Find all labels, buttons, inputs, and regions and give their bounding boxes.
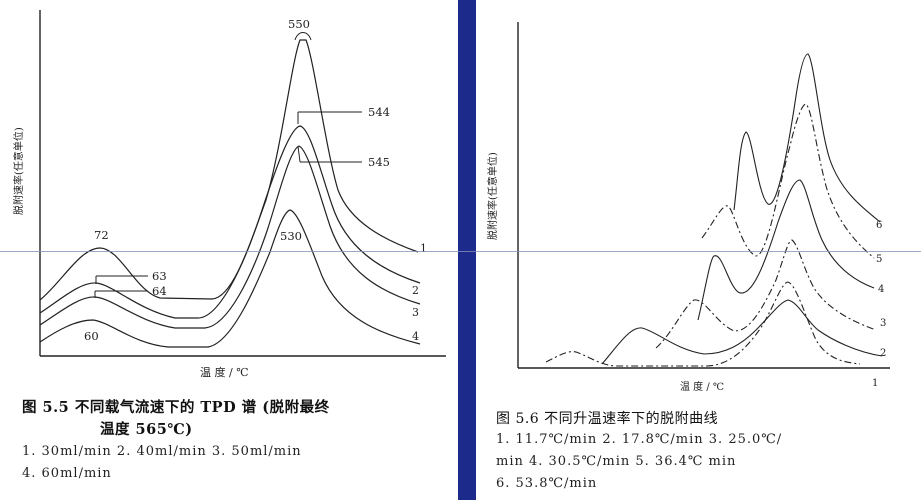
right-curve-3	[655, 239, 877, 349]
left-figure-panel: 脱附速率(任意单位) 550 544 545 530 72 63 64 60 1…	[0, 0, 458, 500]
left-peak-label-545: 545	[368, 155, 390, 169]
left-peak-label-72: 72	[94, 228, 109, 242]
right-curve-number-5: 5	[876, 254, 882, 265]
right-curve-4	[697, 179, 875, 321]
left-leader-545-tick	[297, 145, 301, 163]
left-curve-2	[39, 125, 421, 319]
right-chart: 脱附速率(任意单位) 1 2 3 4 5 6 温 度 / ℃	[486, 22, 890, 393]
left-curve-number-1: 1	[420, 242, 427, 255]
left-legend-line2: 4. 60ml/min	[22, 466, 112, 481]
right-figure-panel: 脱附速率(任意单位) 1 2 3 4 5 6 温 度 / ℃ 图 5.6 不同升…	[476, 0, 921, 500]
right-curve-1	[545, 281, 861, 367]
left-curve-number-4: 4	[412, 330, 419, 343]
right-legend-line2: min 4. 30.5℃/min 5. 36.4℃ min	[496, 454, 737, 469]
left-curve-1	[39, 39, 419, 301]
slide-guide-line	[0, 251, 921, 252]
right-curve-number-2: 2	[880, 348, 886, 359]
left-peak-label-63: 63	[152, 269, 167, 283]
right-caption-title: 图 5.6 不同升温速率下的脱附曲线	[496, 411, 719, 427]
left-chart: 脱附速率(任意单位) 550 544 545 530 72 63 64 60 1…	[12, 10, 446, 379]
right-legend-line3: 6. 53.8℃/min	[496, 476, 598, 491]
right-curve-2	[601, 299, 883, 365]
right-x-axis-label: 温 度 / ℃	[680, 380, 724, 393]
left-peak-marker-550	[294, 32, 312, 41]
left-caption-title: 图 5.5 不同载气流速下的 TPD 谱 (脱附最终	[22, 399, 330, 416]
left-legend-line1: 1. 30ml/min 2. 40ml/min 3. 50ml/min	[22, 444, 302, 459]
right-curve-number-4: 4	[878, 284, 884, 295]
left-curve-3	[39, 145, 421, 329]
right-curve-number-1: 1	[872, 378, 878, 389]
left-curve-number-2: 2	[412, 284, 419, 297]
left-peak-label-544: 544	[368, 105, 390, 119]
right-curve-5	[701, 103, 875, 259]
left-peak-label-60: 60	[84, 329, 99, 343]
left-peak-label-530: 530	[280, 229, 302, 243]
left-y-axis-label: 脱附速率(任意单位)	[12, 127, 25, 215]
left-peak-label-64: 64	[152, 284, 167, 298]
left-peak-label-550: 550	[288, 17, 310, 31]
left-curve-4	[39, 209, 421, 348]
left-x-axis-label: 温 度 / ℃	[200, 365, 249, 379]
right-curve-number-3: 3	[880, 318, 886, 329]
right-y-axis-label: 脱附速率(任意单位)	[486, 152, 499, 240]
left-curve-number-3: 3	[412, 306, 419, 319]
right-curve-number-6: 6	[876, 220, 882, 231]
right-legend-line1: 1. 11.7℃/min 2. 17.8℃/min 3. 25.0℃/	[496, 432, 783, 447]
right-curve-6	[733, 53, 881, 223]
left-caption-title-line2: 温度 565℃)	[100, 421, 193, 438]
